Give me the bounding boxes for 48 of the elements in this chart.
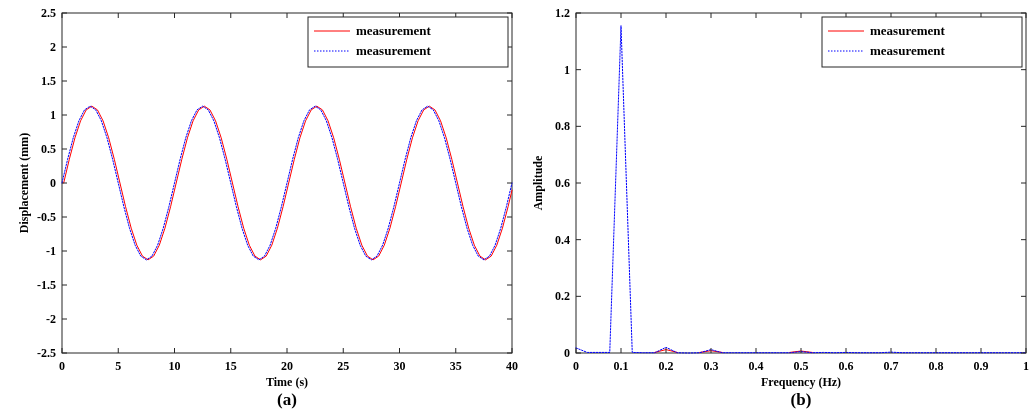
x-tick-label: 15 <box>224 359 237 373</box>
x-tick-label: 30 <box>393 359 406 373</box>
x-tick-label: 1 <box>1023 359 1029 373</box>
x-tick-label: 0 <box>59 359 65 373</box>
x-tick-label: 0.3 <box>703 359 719 373</box>
y-tick-label: 0.5 <box>41 142 56 156</box>
y-tick-label: 0.6 <box>555 176 570 190</box>
y-tick-label: 2.5 <box>41 6 56 20</box>
x-tick-label: 0.2 <box>658 359 674 373</box>
x-tick-label: 0.8 <box>928 359 944 373</box>
x-tick-label: 35 <box>449 359 462 373</box>
y-tick-label: -1.5 <box>37 278 56 292</box>
y-tick-label: -2 <box>46 312 56 326</box>
x-tick-label: 0.1 <box>613 359 629 373</box>
y-tick-label: -0.5 <box>37 210 56 224</box>
y-tick-label: 0 <box>564 346 570 360</box>
x-tick-label: 5 <box>115 359 122 373</box>
y-tick-label: 1 <box>50 108 56 122</box>
y-tick-label: 1.5 <box>41 74 56 88</box>
y-axis-title: Amplitude <box>531 155 545 211</box>
y-tick-label: 0.2 <box>555 289 570 304</box>
y-tick-label: 2 <box>50 40 56 54</box>
x-tick-label: 0.7 <box>883 359 899 373</box>
legend-label: measurement <box>870 23 946 38</box>
y-tick-label: 1.2 <box>555 6 570 20</box>
x-tick-label: 20 <box>281 359 293 373</box>
legend-label: measurement <box>356 43 432 58</box>
x-tick-label: 40 <box>506 359 518 373</box>
x-tick-label: 0.4 <box>748 359 764 373</box>
x-tick-label: 10 <box>168 359 181 373</box>
y-tick-label: 0 <box>50 176 56 190</box>
x-tick-label: 25 <box>337 359 350 373</box>
y-tick-label: 1 <box>564 62 570 77</box>
y-tick-label: 0.8 <box>555 119 570 134</box>
x-axis-title: Time (s) <box>265 375 309 389</box>
y-tick-label: -2.5 <box>37 346 56 360</box>
y-tick-label: -1 <box>46 244 56 258</box>
y-axis-title: Displacement (mm) <box>17 132 31 234</box>
legend-label: measurement <box>870 43 946 58</box>
legend-label: measurement <box>356 23 432 38</box>
x-tick-label: 0.6 <box>838 359 854 373</box>
x-axis-title: Frequency (Hz) <box>760 375 842 389</box>
x-tick-label: 0 <box>573 359 579 373</box>
text: (a) <box>277 390 297 409</box>
text: (b) <box>790 390 812 409</box>
x-tick-label: 0.9 <box>973 359 989 373</box>
x-tick-label: 0.5 <box>793 359 809 373</box>
y-tick-label: 0.4 <box>555 232 570 247</box>
